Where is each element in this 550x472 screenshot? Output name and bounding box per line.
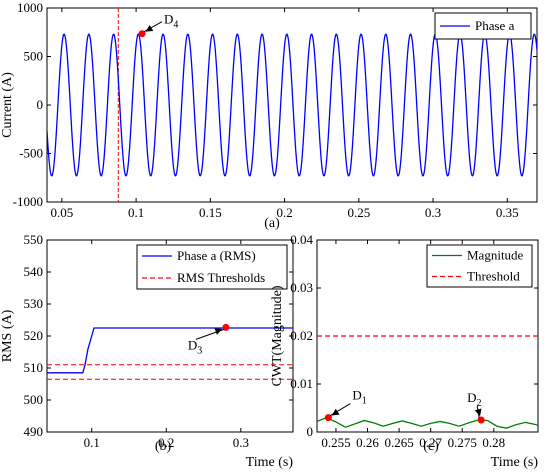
x-tick-label: 0.1 [128,205,144,220]
legend: Magnitude Threshold [426,244,533,288]
y-tick-label: 500 [24,49,44,64]
y-tick-label: 0.04 [290,232,313,247]
y-tick-label: 510 [24,360,44,375]
x-tick-label: 0.26 [356,435,379,450]
y-axis-label: RMS (A) [0,309,15,362]
legend-box [426,244,533,288]
y-tick-label: 0.02 [290,328,313,343]
x-tick-label: 0.05 [50,205,73,220]
annotation-subscript: 4 [173,20,178,31]
annotation-arrow-head [214,328,223,335]
panel-a: 0.05 0.1 0.15 0.2 0.25 0.3 0.35 -1000 -500 0 500 10… [0,0,538,231]
plot-area [317,335,538,429]
series-line-0 [47,327,293,374]
y-tick-label: 0.01 [290,376,313,391]
annotation-letter: D [352,388,361,403]
y-tick-label: 550 [24,232,44,247]
annotation-subscript: 2 [477,398,482,409]
y-tick-label: -1000 [13,194,43,209]
y-tick-label: 530 [24,296,44,311]
x-tick-label: 0.1 [84,435,100,450]
x-tick-label: 0.2 [158,435,174,450]
plot-frame [46,7,538,203]
panel-label: (b) [155,439,172,454]
annotation-arrow-head [145,25,154,32]
x-axis-label: Time (s) [491,455,539,470]
annotation-label: D2 [467,390,481,409]
detection-marker [324,414,332,422]
y-axis-label: Current (A) [0,72,15,138]
panel-c: 0.255 0.26 0.265 0.27 0.275 0.28 0 0.01 0.02 0.03… [270,232,539,470]
detection-marker [138,30,146,38]
x-tick-label: 0.265 [384,435,413,450]
y-tick-label: -500 [19,146,43,161]
y-tick-label: 540 [24,264,44,279]
series-line-0 [317,416,538,429]
x-axis-label: Time (s) [246,455,294,470]
annotation-label: D3 [188,337,202,356]
annotation-label: D4 [164,12,178,31]
annotation-label: D1 [352,388,366,407]
y-tick-label: 1000 [17,0,43,15]
detection-marker [477,416,485,424]
y-tick-label: 520 [24,328,44,343]
panel-label: (c) [423,439,439,454]
detection-marker [222,323,230,331]
legend-label: Phase a (RMS) [177,248,256,263]
y-tick-label: 500 [24,392,44,407]
x-tick-label: 0.28 [482,435,505,450]
y-axis-label: CWT(Magnitude) [270,285,285,386]
legend-label: Magnitude [467,248,524,263]
x-tick-label: 0.3 [425,205,441,220]
x-tick-label: 0.15 [199,205,222,220]
annotation-subscript: 3 [197,345,202,356]
x-tick-label: 0.35 [496,205,519,220]
annotation-arrow-head [474,408,482,417]
y-tick-label: 0.03 [290,280,313,295]
annotation-subscript: 1 [362,396,367,407]
legend: Phase a [434,12,532,40]
series-line-0 [47,33,537,177]
x-tick-label: 0.2 [276,205,292,220]
plot-area [47,327,293,380]
x-tick-label: 0.25 [347,205,370,220]
legend-box [136,244,288,290]
legend-label: Phase a [475,18,515,33]
legend-label: Threshold [467,269,520,284]
panel-b: 0.1 0.2 0.3 490 500 510 520 530 540 550 RMS (A) Tim… [0,232,294,470]
annotation-letter: D [188,337,197,352]
legend: Phase a (RMS) RMS Thresholds [136,244,288,290]
plot-area [47,8,537,202]
y-tick-label: 490 [24,424,44,439]
x-tick-label: 0.255 [321,435,350,450]
panel-label: (a) [264,216,280,231]
x-tick-label: 0.27 [419,435,442,450]
x-tick-label: 0.275 [448,435,477,450]
annotation-arrow-head [331,408,340,416]
y-tick-label: 0 [307,424,314,439]
y-tick-label: 0 [37,97,44,112]
annotation-letter: D [467,390,476,405]
annotation-letter: D [164,12,173,27]
legend-label: RMS Thresholds [177,270,265,285]
x-tick-label: 0.3 [233,435,249,450]
